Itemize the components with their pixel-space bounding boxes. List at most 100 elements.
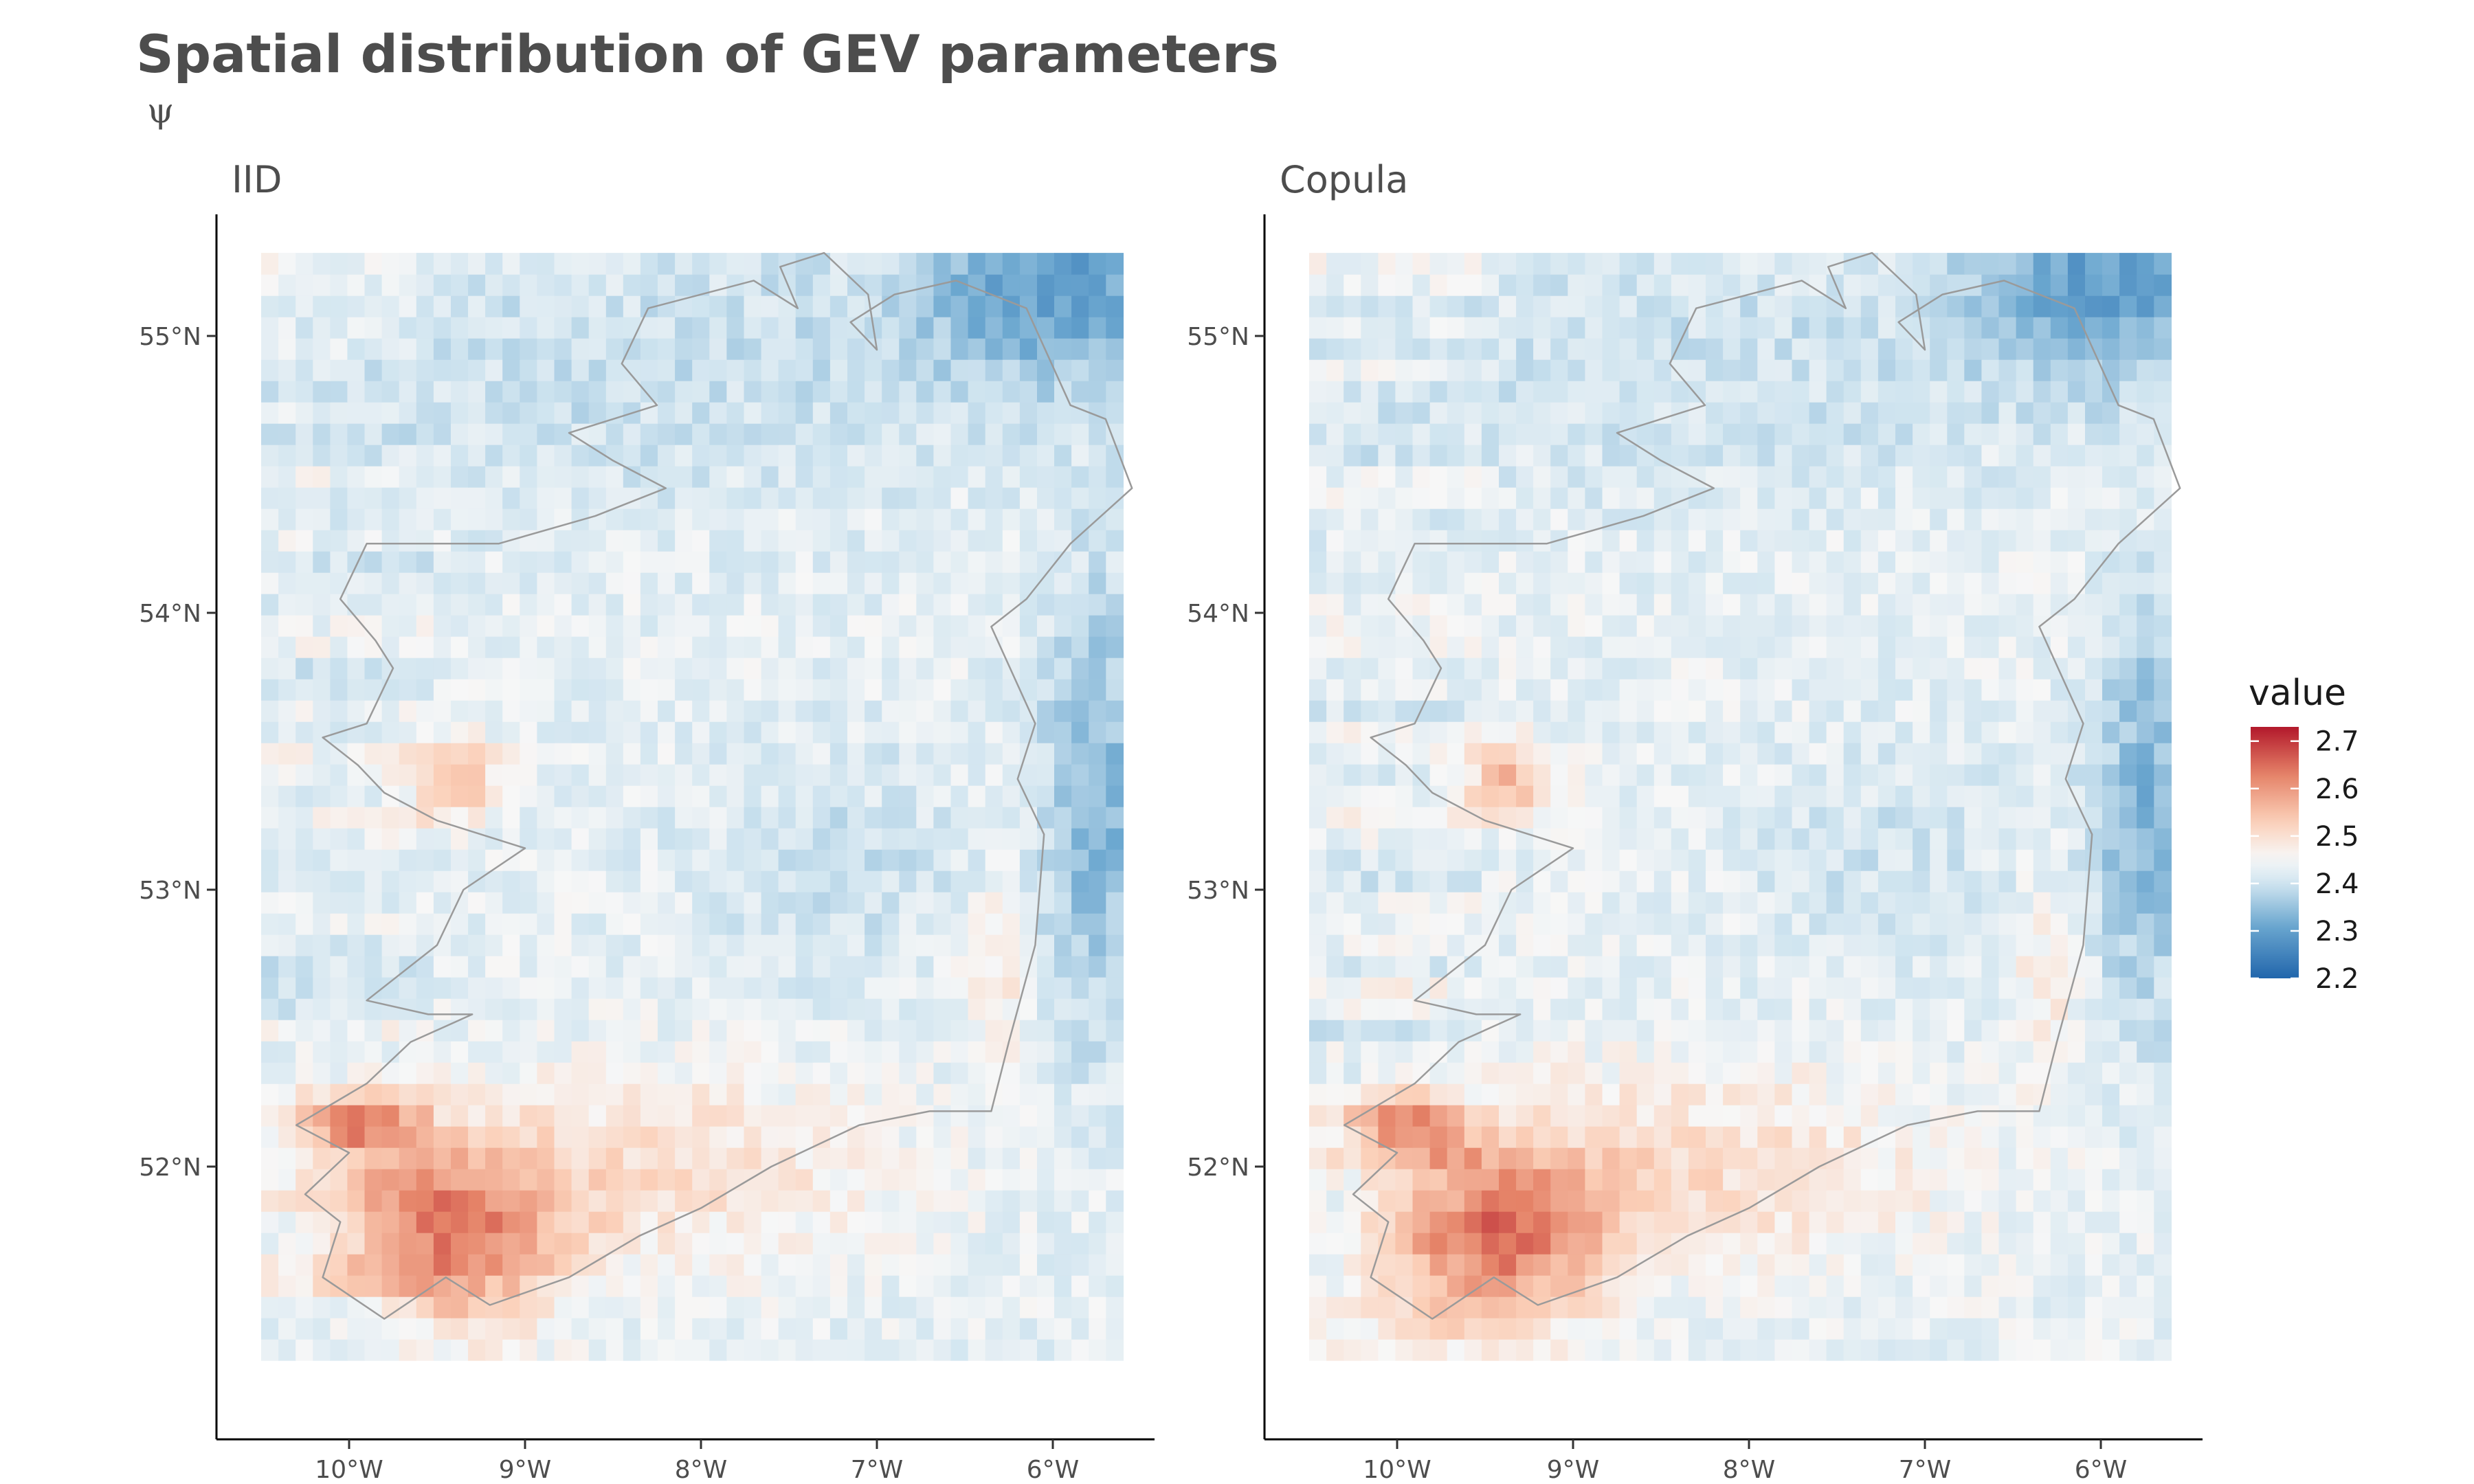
heatmap-cell xyxy=(968,636,986,658)
heatmap-cell xyxy=(433,1339,452,1361)
heatmap-cell xyxy=(1706,402,1724,424)
heatmap-cell xyxy=(778,828,796,850)
heatmap-cell xyxy=(2102,1105,2120,1127)
heatmap-cell xyxy=(1037,402,1055,424)
heatmap-cell xyxy=(1499,402,1517,424)
heatmap-cell xyxy=(1429,700,1448,722)
heatmap-cell xyxy=(2102,1169,2120,1191)
heatmap-cell xyxy=(1071,1020,1089,1042)
heatmap-cell xyxy=(1688,487,1706,509)
heatmap-cell xyxy=(485,1275,503,1297)
heatmap-cell xyxy=(1429,743,1448,765)
heatmap-cell xyxy=(1568,1211,1585,1233)
heatmap-cell xyxy=(2102,977,2120,999)
heatmap-cell xyxy=(640,657,658,679)
heatmap-cell xyxy=(571,1169,590,1191)
heatmap-cell xyxy=(1037,828,1055,850)
heatmap-cell xyxy=(1568,423,1585,445)
heatmap-cell xyxy=(865,508,882,530)
heatmap-cell xyxy=(1740,679,1758,701)
heatmap-cell xyxy=(623,828,641,850)
heatmap-cell xyxy=(416,274,434,296)
heatmap-cell xyxy=(2085,1211,2103,1233)
heatmap-cell xyxy=(2016,508,2034,530)
heatmap-cell xyxy=(1054,679,1072,701)
heatmap-cell xyxy=(451,338,469,360)
heatmap-cell xyxy=(451,445,469,466)
heatmap-cell xyxy=(1412,1105,1431,1127)
heatmap-cell xyxy=(1774,913,1793,935)
heatmap-cell xyxy=(2137,1147,2154,1169)
heatmap-cell xyxy=(1037,1041,1055,1063)
heatmap-cell xyxy=(554,1169,572,1191)
heatmap-cell xyxy=(899,423,917,445)
heatmap-cell xyxy=(605,870,624,892)
heatmap-cell xyxy=(1706,849,1724,871)
heatmap-cell xyxy=(2033,1169,2051,1191)
heatmap-cell xyxy=(399,615,417,637)
heatmap-cell xyxy=(761,466,779,488)
heatmap-cell xyxy=(1378,998,1396,1020)
heatmap-cell xyxy=(985,1233,1003,1255)
heatmap-cell xyxy=(520,572,537,594)
heatmap-cell xyxy=(261,1126,279,1148)
heatmap-cell xyxy=(1826,466,1845,488)
heatmap-cell xyxy=(554,423,572,445)
heatmap-cell xyxy=(2085,381,2103,403)
heatmap-cell xyxy=(1037,423,1055,445)
heatmap-cell xyxy=(1309,423,1327,445)
heatmap-cell xyxy=(2050,785,2069,807)
heatmap-cell xyxy=(1054,1020,1072,1042)
heatmap-cell xyxy=(899,551,917,573)
heatmap-cell xyxy=(313,1190,331,1212)
heatmap-cell xyxy=(2067,913,2086,935)
heatmap-cell xyxy=(1344,359,1361,381)
heatmap-cell xyxy=(468,1233,486,1255)
heatmap-cell xyxy=(1930,594,1948,616)
heatmap-cell xyxy=(1826,1296,1845,1318)
heatmap-cell xyxy=(968,913,986,935)
heatmap-cell xyxy=(778,700,796,722)
heatmap-cell xyxy=(347,785,366,807)
heatmap-cell xyxy=(554,828,572,850)
heatmap-cell xyxy=(1002,317,1021,339)
heatmap-cell xyxy=(2137,764,2154,786)
heatmap-cell xyxy=(1071,807,1089,829)
heatmap-cell xyxy=(2050,892,2069,914)
heatmap-cell xyxy=(778,1254,796,1276)
heatmap-cell xyxy=(847,445,865,466)
heatmap-cell xyxy=(1843,785,1862,807)
heatmap-cell xyxy=(2102,785,2120,807)
heatmap-cell xyxy=(1636,1062,1655,1084)
heatmap-cell xyxy=(278,1339,296,1361)
heatmap-cell xyxy=(2137,615,2154,637)
heatmap-cell xyxy=(1981,402,2000,424)
heatmap-cell xyxy=(1002,1126,1021,1148)
heatmap-cell xyxy=(485,870,503,892)
heatmap-cell xyxy=(1481,1190,1500,1212)
heatmap-cell xyxy=(1895,423,1913,445)
heatmap-cell xyxy=(468,956,486,978)
heatmap-cell xyxy=(416,636,434,658)
heatmap-cell xyxy=(330,892,348,914)
heatmap-cell xyxy=(1002,402,1021,424)
heatmap-cell xyxy=(1106,530,1124,552)
heatmap-cell xyxy=(1860,1147,1879,1169)
heatmap-cell xyxy=(1447,721,1465,743)
heatmap-cell xyxy=(2085,466,2103,488)
heatmap-cell xyxy=(933,1275,952,1297)
heatmap-cell xyxy=(1429,1105,1448,1127)
heatmap-cell xyxy=(640,700,658,722)
heatmap-cell xyxy=(675,551,693,573)
heatmap-cell xyxy=(950,1105,969,1127)
heatmap-cell xyxy=(1499,381,1517,403)
heatmap-cell xyxy=(1037,615,1055,637)
heatmap-cell xyxy=(865,487,882,509)
heatmap-cell xyxy=(1585,1211,1603,1233)
heatmap-cell xyxy=(1636,1275,1655,1297)
heatmap-cell xyxy=(1740,445,1758,466)
heatmap-cell xyxy=(1619,828,1638,850)
heatmap-cell xyxy=(1499,934,1517,956)
heatmap-cell xyxy=(744,466,762,488)
heatmap-cell xyxy=(1706,679,1724,701)
